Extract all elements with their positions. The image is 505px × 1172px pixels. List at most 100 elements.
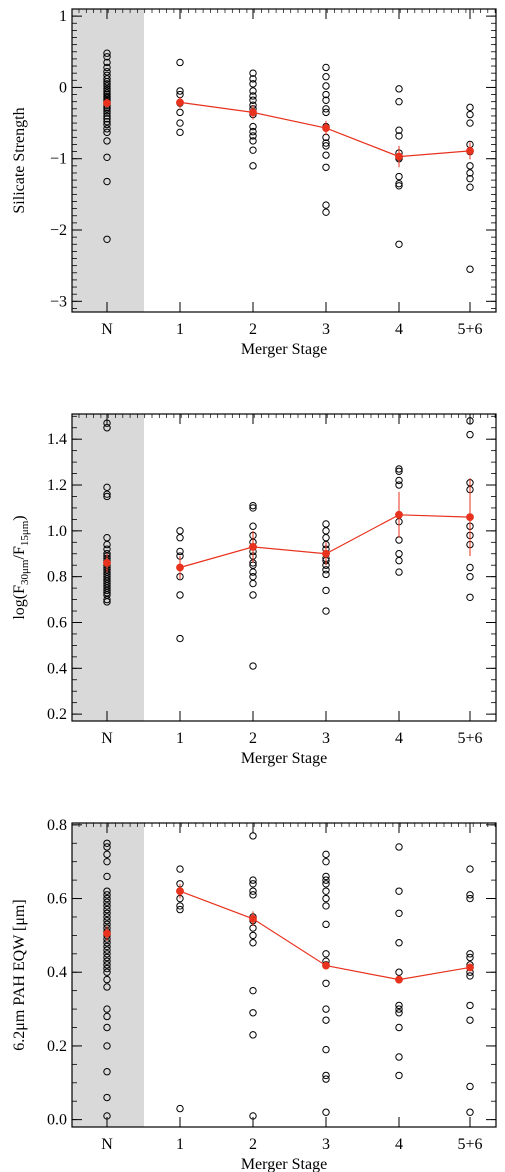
data-point <box>103 78 111 86</box>
data-point <box>103 887 111 895</box>
data-point <box>322 979 330 987</box>
data-point <box>322 139 330 147</box>
data-point <box>395 476 403 485</box>
x-tick-label: N <box>101 730 113 747</box>
data-point <box>395 843 403 851</box>
data-point <box>103 128 111 137</box>
median-point <box>395 510 403 519</box>
data-point <box>176 58 184 67</box>
chart-panel-2: 0.2 0.4 0.6 0.8 1.0 1.2 1.4 N 1 2 3 4 5+6 Merger Stag… <box>11 413 497 767</box>
median-point <box>176 887 184 896</box>
data-point <box>103 950 111 958</box>
data-point <box>103 90 111 99</box>
data-point <box>466 950 474 958</box>
y-tick-label: 0.2 <box>47 1038 67 1055</box>
data-point <box>103 107 111 115</box>
data-point <box>103 905 111 914</box>
data-point <box>103 85 111 93</box>
data-point <box>395 467 403 475</box>
data-point <box>249 1009 257 1017</box>
x-tick-label: 1 <box>176 1136 184 1153</box>
data-point <box>322 90 330 99</box>
data-point <box>103 843 111 851</box>
data-point <box>103 839 111 847</box>
data-point <box>395 85 403 93</box>
y-tick-label: 1.0 <box>47 523 67 540</box>
x-tick-label: 1 <box>176 730 184 747</box>
data-point <box>103 916 111 925</box>
data-point <box>395 182 403 190</box>
data-point <box>103 1112 111 1120</box>
data-point <box>103 87 111 95</box>
data-point <box>103 968 111 976</box>
median-point <box>322 961 330 970</box>
data-point <box>103 891 111 899</box>
data-point <box>395 465 403 473</box>
x-tick-label: 4 <box>395 1136 403 1153</box>
data-point <box>176 87 184 95</box>
data-point <box>103 117 111 126</box>
data-point <box>103 1012 111 1021</box>
data-point <box>322 142 330 150</box>
median-point <box>103 99 111 108</box>
data-point <box>322 872 330 881</box>
y-axis-label: log(F30μm/F15μm) <box>11 515 31 619</box>
data-point <box>103 75 111 83</box>
data-point <box>103 63 111 72</box>
data-point <box>176 534 184 542</box>
data-point <box>322 1075 330 1083</box>
data-point <box>395 481 403 489</box>
data-point <box>395 568 403 576</box>
data-point <box>395 550 403 558</box>
median-point <box>103 559 111 567</box>
data-point <box>103 492 111 501</box>
data-point <box>395 179 403 188</box>
x-tick-label: 3 <box>322 321 330 338</box>
data-point <box>103 137 111 145</box>
x-tick-label: 4 <box>395 730 403 747</box>
data-point <box>249 1112 257 1120</box>
data-point <box>322 527 330 535</box>
data-point <box>249 832 257 840</box>
data-point <box>322 894 330 903</box>
x-axis-label: Merger Stage <box>241 341 327 358</box>
median-point <box>249 914 257 923</box>
data-point <box>466 1001 474 1010</box>
data-point <box>395 97 403 106</box>
data-point <box>103 115 111 123</box>
data-point <box>103 109 111 117</box>
data-point <box>395 536 403 544</box>
data-point <box>249 880 257 888</box>
data-point <box>103 424 111 432</box>
x-tick-label: 2 <box>249 321 257 338</box>
data-point <box>103 1005 111 1013</box>
y-tick-label: 0.6 <box>47 891 67 908</box>
x-tick-label: 5+6 <box>457 730 482 747</box>
data-point <box>176 905 184 914</box>
data-point <box>103 964 111 973</box>
median-point <box>103 929 111 938</box>
y-tick-label: 0 <box>59 79 67 96</box>
y-tick-label: 0.2 <box>47 706 67 723</box>
data-point <box>395 556 403 565</box>
data-point <box>103 490 111 498</box>
data-point <box>103 946 111 954</box>
x-tick-label: 2 <box>249 730 257 747</box>
data-point <box>103 586 111 595</box>
data-point <box>466 953 474 962</box>
y-tick-label: −1 <box>50 151 67 168</box>
data-point <box>103 953 111 962</box>
data-point <box>322 1045 330 1054</box>
data-point <box>249 876 257 884</box>
y-tick-label: 0.4 <box>47 964 67 981</box>
data-point <box>249 572 257 581</box>
data-point <box>322 902 330 910</box>
data-point <box>249 887 257 895</box>
data-point <box>322 1005 330 1013</box>
data-point <box>466 1016 474 1024</box>
data-point <box>322 950 330 958</box>
data-point <box>322 850 330 859</box>
data-point <box>395 126 403 134</box>
y-tick-label: 0.8 <box>47 817 67 834</box>
data-point <box>249 891 257 899</box>
